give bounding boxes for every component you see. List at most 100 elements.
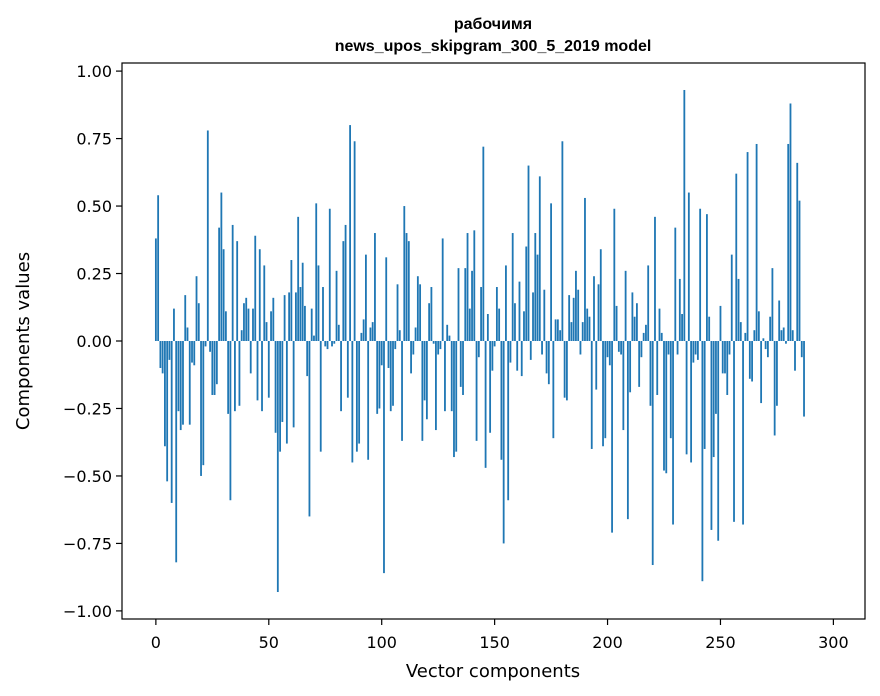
bar-277 (780, 330, 783, 341)
bar-47 (261, 341, 263, 412)
bar-280 (787, 143, 790, 341)
bar-18 (195, 276, 198, 341)
bar-219 (649, 341, 652, 406)
bar-120 (425, 341, 428, 420)
bar-11 (179, 341, 182, 431)
bar-76 (326, 341, 329, 350)
bar-79 (333, 341, 336, 344)
bar-4 (164, 341, 166, 447)
bar-272 (769, 316, 772, 341)
bar-171 (541, 341, 543, 355)
bar-23 (206, 130, 209, 341)
bar-118 (421, 341, 424, 441)
bar-70 (313, 335, 315, 341)
x-tick-label: 300 (818, 633, 849, 652)
bar-142 (475, 341, 478, 441)
bar-42 (249, 341, 252, 374)
bar-119 (423, 341, 426, 401)
bar-59 (288, 292, 291, 341)
bar-279 (785, 341, 787, 344)
bar-236 (687, 192, 690, 341)
bar-287 (803, 341, 805, 417)
bar-39 (243, 303, 245, 341)
bar-267 (757, 311, 760, 341)
bar-147 (486, 314, 489, 341)
bar-20 (200, 341, 202, 476)
bar-101 (383, 341, 385, 574)
bar-19 (197, 303, 200, 341)
bar-226 (665, 341, 668, 474)
bar-139 (468, 308, 471, 341)
bar-199 (604, 341, 607, 439)
bar-193 (590, 341, 593, 449)
bar-206 (620, 341, 622, 355)
bar-234 (683, 89, 686, 342)
bar-198 (602, 341, 604, 447)
bar-232 (678, 278, 681, 341)
bar-178 (556, 319, 559, 341)
bar-135 (459, 341, 462, 387)
bar-102 (385, 257, 388, 341)
bar-134 (457, 268, 460, 341)
bar-140 (471, 270, 473, 341)
bar-148 (489, 341, 492, 433)
bar-126 (439, 341, 442, 350)
bar-129 (446, 324, 449, 341)
bar-156 (507, 341, 510, 501)
chart-title-line2: news_upos_skipgram_300_5_2019 model (335, 38, 652, 55)
bar-10 (177, 341, 180, 412)
bar-262 (746, 152, 749, 341)
bar-107 (396, 284, 399, 341)
bar-282 (791, 330, 794, 341)
bar-132 (453, 341, 455, 458)
x-tick-label: 0 (151, 633, 161, 652)
bar-174 (547, 341, 550, 385)
bar-255 (730, 254, 733, 341)
bar-105 (392, 341, 394, 406)
bar-273 (771, 268, 774, 341)
bar-173 (545, 341, 548, 374)
bar-5 (166, 341, 169, 482)
bar-210 (629, 341, 632, 393)
bar-153 (500, 341, 503, 460)
bar-163 (523, 311, 525, 341)
bar-130 (448, 335, 451, 341)
bar-256 (733, 341, 735, 522)
bar-164 (525, 246, 528, 341)
bar-242 (701, 341, 704, 582)
bar-38 (240, 330, 243, 341)
bar-7 (170, 341, 173, 503)
bar-117 (419, 284, 422, 341)
bar-212 (633, 316, 636, 341)
bar-123 (432, 341, 435, 344)
bar-87 (351, 341, 354, 463)
bar-211 (631, 292, 634, 341)
x-tick-label: 250 (705, 633, 736, 652)
bar-1 (157, 195, 160, 341)
bar-37 (238, 341, 241, 406)
y-tick-label: 0.75 (76, 130, 112, 149)
y-tick-label: −0.25 (63, 399, 112, 418)
bar-185 (572, 297, 575, 341)
bar-167 (532, 292, 534, 341)
bar-49 (265, 322, 268, 341)
bar-100 (380, 341, 383, 366)
bar-108 (398, 330, 401, 341)
bar-52 (272, 297, 275, 341)
bar-169 (536, 254, 539, 341)
bar-15 (188, 341, 191, 425)
bar-60 (290, 260, 293, 341)
bar-25 (211, 341, 214, 395)
bar-283 (794, 341, 796, 371)
x-tick-label: 50 (259, 633, 279, 652)
bar-285 (798, 200, 801, 341)
bar-240 (696, 341, 699, 360)
bar-122 (430, 287, 433, 341)
bar-22 (204, 341, 207, 347)
bar-162 (520, 341, 523, 377)
bar-244 (706, 214, 708, 341)
chart-title-line1: рабочимя (454, 16, 532, 33)
bar-110 (403, 206, 406, 341)
bar-263 (748, 341, 751, 379)
bar-116 (416, 276, 419, 341)
